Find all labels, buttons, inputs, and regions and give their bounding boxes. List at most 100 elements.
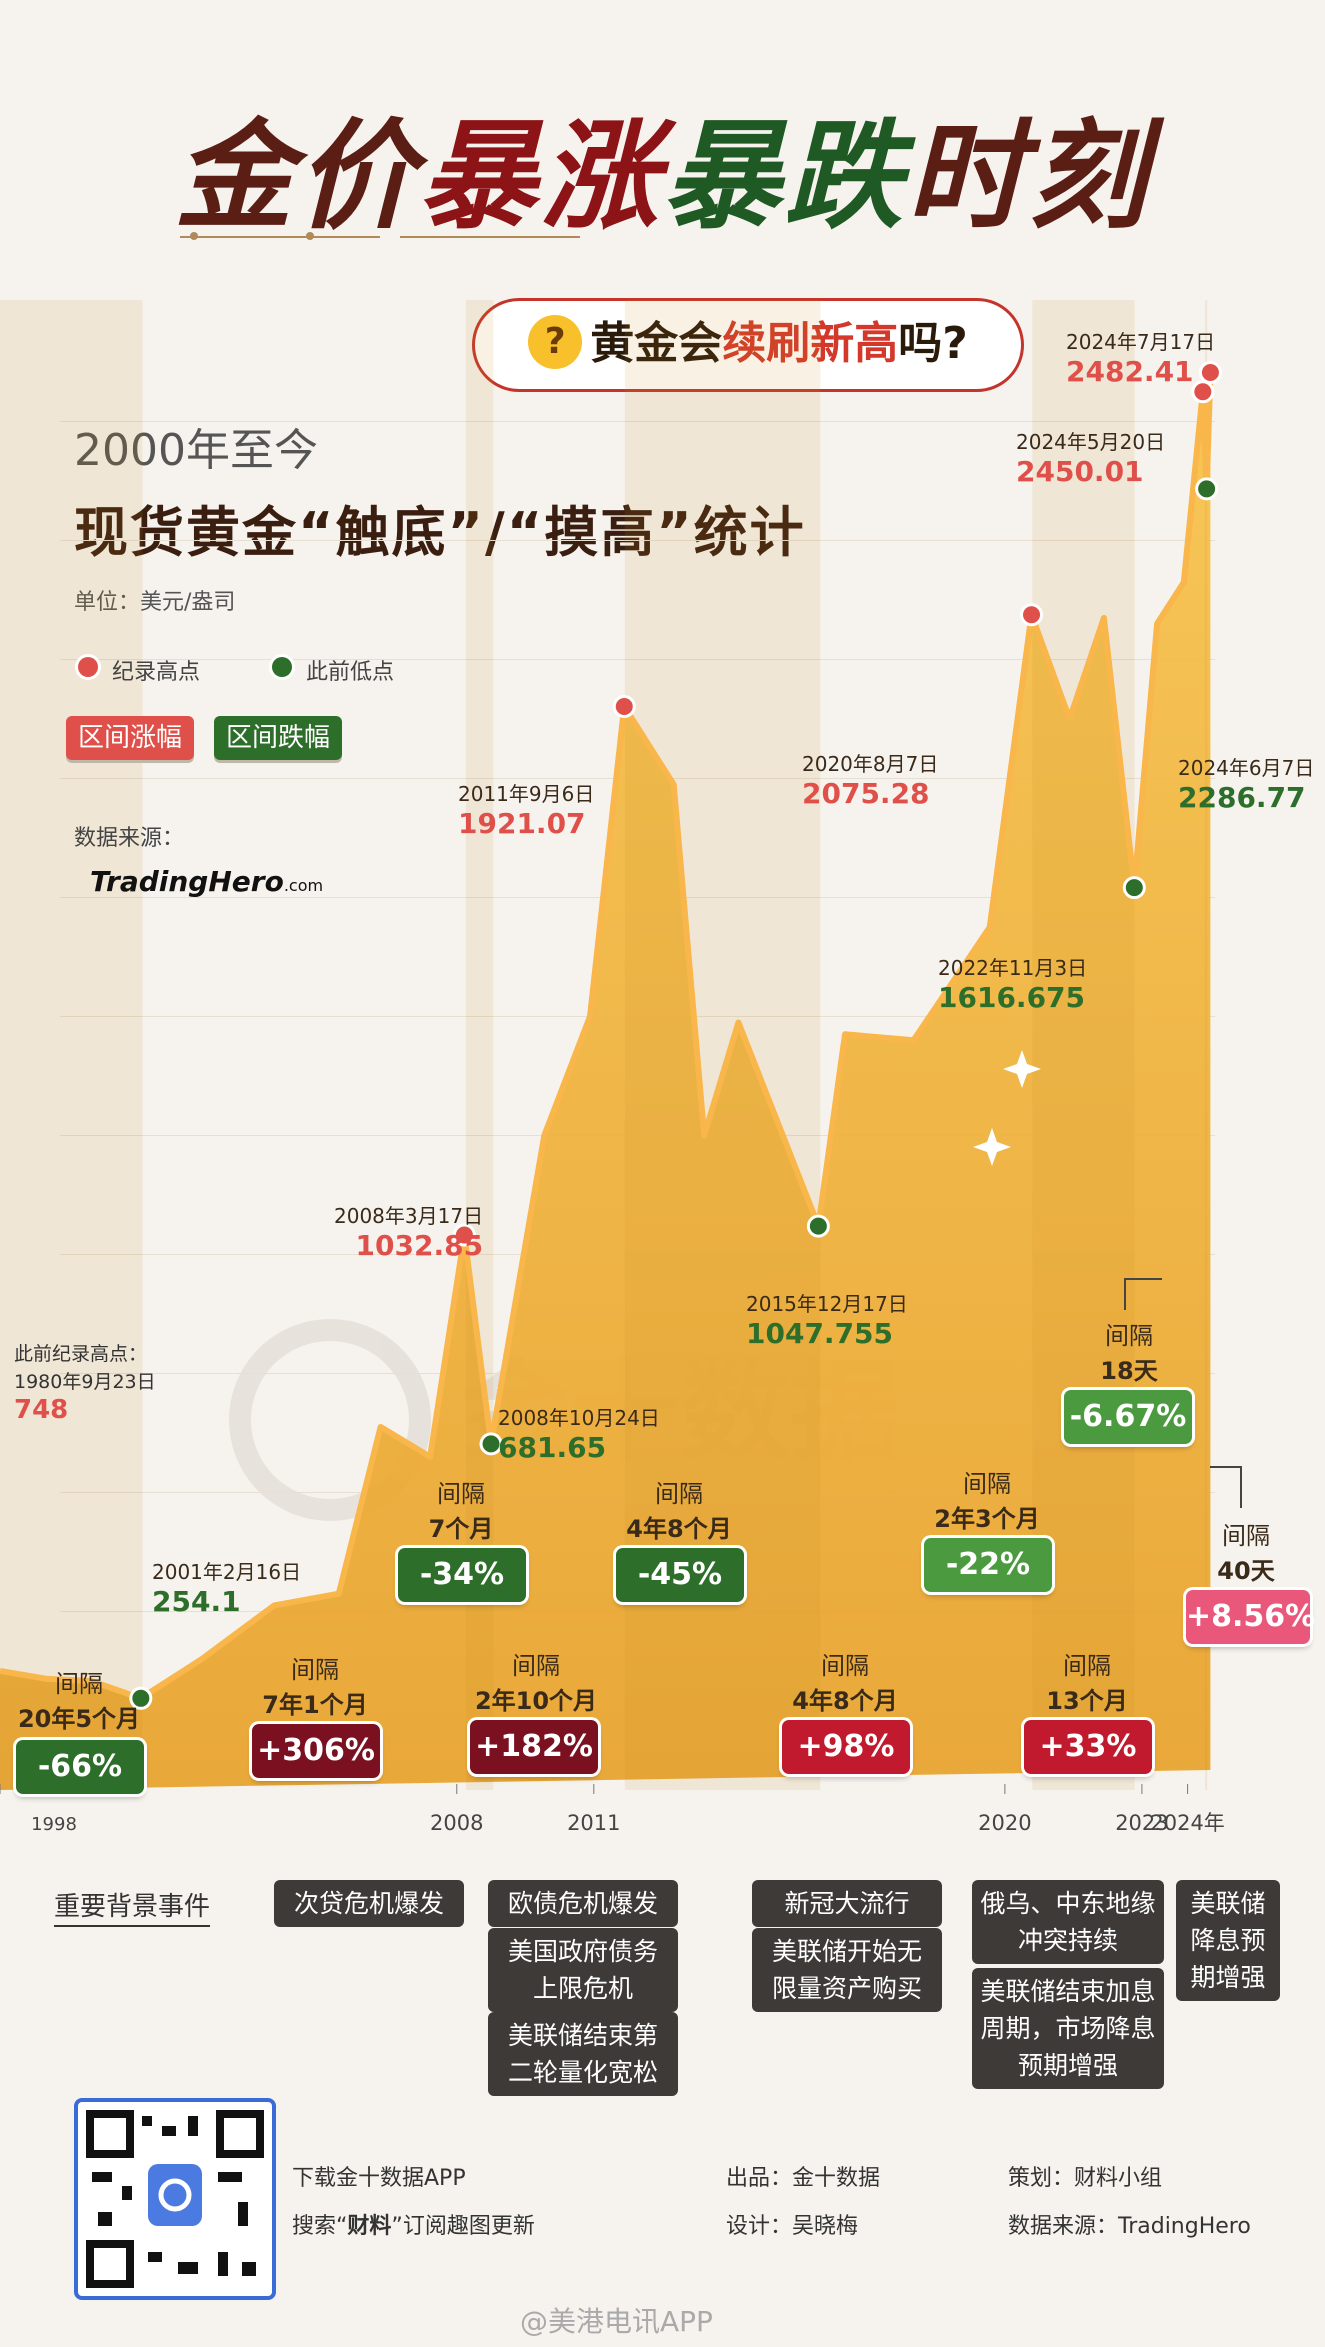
interval-bracket	[1210, 1466, 1242, 1508]
interval-pct-badge: -66%	[16, 1740, 144, 1794]
price-area	[0, 372, 1211, 1790]
event-card: 俄乌、中东地缘冲突持续	[972, 1880, 1164, 1964]
event-card: 次贷危机爆发	[274, 1880, 464, 1927]
high-point-marker	[1198, 360, 1222, 384]
unit-label: 单位：美元/盎司	[74, 590, 236, 615]
events-title: 重要背景事件	[54, 1886, 211, 1927]
interval-label: 间隔 20年5个月	[14, 1664, 144, 1734]
high-point-marker	[612, 694, 636, 718]
low-point-marker	[806, 1214, 830, 1238]
high-point-legend-dot	[78, 657, 98, 677]
interval-pct-badge: +182%	[470, 1720, 598, 1774]
point-date: 2008年10月24日	[498, 1406, 660, 1430]
price-line	[0, 372, 1214, 1702]
event-card: 欧债危机爆发	[488, 1880, 678, 1927]
planner: 策划：财料小组	[1008, 2166, 1163, 2191]
point-date: 2011年9月6日	[458, 782, 595, 806]
low-point-marker	[479, 1432, 503, 1456]
prior-record-date: 1980年9月23日	[14, 1371, 156, 1393]
event-card: 美联储结束加息周期，市场降息预期增强	[972, 1968, 1164, 2089]
data-source-footer: 数据来源：TradingHero	[1008, 2214, 1251, 2239]
tradinghero-logo: TradingHero.com	[90, 865, 323, 898]
interval-head: 间隔	[1105, 1322, 1153, 1350]
interval-head: 间隔	[291, 1656, 339, 1684]
title-part2: 暴涨	[418, 106, 663, 245]
subscribe-post: ”订阅趣图更新	[391, 2214, 535, 2239]
point-label: 2022年11月3日 1616.675	[938, 952, 1087, 1014]
interval-band	[465, 300, 494, 1790]
thinking-face-icon: ?	[528, 315, 583, 369]
qr-code-icon	[86, 2110, 264, 2288]
prior-record-label: 此前纪录高点：	[14, 1343, 148, 1365]
low-point-marker	[129, 1686, 153, 1710]
point-value: 2075.28	[802, 777, 930, 810]
interval-span: 7个月	[428, 1515, 494, 1543]
interval-band	[0, 300, 143, 1790]
title-part1: 金价	[174, 106, 419, 245]
interval-span: 2年3个月	[934, 1505, 1040, 1533]
event-card: 新冠大流行	[752, 1880, 942, 1927]
logo-suffix: .com	[283, 876, 324, 895]
interval-label: 间隔 2年3个月	[922, 1464, 1052, 1534]
question-suffix: 吗?	[898, 318, 968, 369]
high-point-marker	[452, 1223, 476, 1247]
x-tick-label: 2023	[1115, 1811, 1168, 1835]
divider-dot	[306, 232, 314, 240]
point-value: 2286.77	[1178, 781, 1306, 814]
interval-head: 间隔	[655, 1480, 703, 1508]
point-label: 2001年2月16日 254.1	[152, 1556, 301, 1618]
logo-text: TradingHero	[90, 865, 284, 898]
interval-span: 13个月	[1046, 1687, 1128, 1715]
interval-pct-badge: +33%	[1024, 1720, 1152, 1774]
interval-pct-badge: +98%	[782, 1720, 910, 1774]
interval-span: 40天	[1217, 1557, 1275, 1585]
x-tick-label: 2011	[567, 1811, 620, 1835]
event-card: 美联储开始无限量资产购买	[752, 1928, 942, 2012]
point-value: 1047.755	[746, 1317, 894, 1350]
point-date: 2015年12月17日	[746, 1292, 908, 1316]
main-title: 金价暴涨暴跌时刻	[0, 80, 1325, 251]
interval-label: 间隔 40天	[1186, 1516, 1306, 1586]
subscribe-key: 财料	[347, 2214, 392, 2239]
point-value: 1616.675	[938, 981, 1086, 1014]
qr-code[interactable]	[74, 2098, 276, 2300]
subscribe-pre: 搜索“	[292, 2214, 348, 2239]
legend-low-label: 此前低点	[306, 660, 395, 685]
interval-bracket	[1124, 1278, 1162, 1310]
interval-pct-badge: +306%	[252, 1724, 380, 1778]
event-card: 美联储结束第二轮量化宽松	[488, 2012, 678, 2096]
point-value: 1921.07	[458, 807, 586, 840]
point-date: 2024年6月7日	[1178, 756, 1315, 780]
divider-dot	[190, 232, 198, 240]
interval-pct-badge: -6.67%	[1064, 1390, 1192, 1444]
x-tick-label: 2020	[978, 1811, 1031, 1835]
prior-record: 此前纪录高点： 1980年9月23日 748	[14, 1340, 156, 1424]
question-highlight: 续刷新高	[722, 318, 899, 369]
subtitle-main: 现货黄金“触底”/“摸高”统计	[74, 501, 806, 564]
interval-head: 间隔	[821, 1652, 869, 1680]
prior-record-value: 748	[14, 1395, 69, 1425]
source-label: 数据来源：	[74, 826, 185, 851]
point-label: 2011年9月6日 1921.07	[458, 778, 594, 840]
low-point-marker	[1122, 876, 1146, 900]
x-tick-label: 1998	[31, 1814, 77, 1835]
event-card: 美国政府债务上限危机	[488, 1928, 678, 2012]
title-divider-right	[400, 236, 580, 238]
interval-span: 4年8个月	[792, 1687, 898, 1715]
title-divider	[180, 236, 380, 238]
point-label: 2020年8月7日 2075.28	[802, 748, 938, 810]
event-card: 美联储降息预期增强	[1176, 1880, 1280, 2001]
download-app: 下载金十数据APP	[292, 2166, 466, 2191]
point-label: 2008年10月24日 681.65	[498, 1402, 660, 1464]
point-label: 2024年7月17日 2482.41	[1066, 326, 1215, 388]
interval-label: 间隔 13个月	[1022, 1646, 1152, 1716]
interval-span: 20年5个月	[17, 1705, 141, 1733]
interval-head: 间隔	[1063, 1652, 1111, 1680]
interval-label: 间隔 18天	[1064, 1316, 1194, 1386]
interval-band	[1204, 300, 1208, 1790]
subscribe-hint: 搜索“财料”订阅趣图更新	[292, 2208, 535, 2240]
interval-label: 间隔 7个月	[396, 1474, 526, 1544]
x-tick-label: 2008	[430, 1811, 483, 1835]
interval-head: 间隔	[437, 1480, 485, 1508]
